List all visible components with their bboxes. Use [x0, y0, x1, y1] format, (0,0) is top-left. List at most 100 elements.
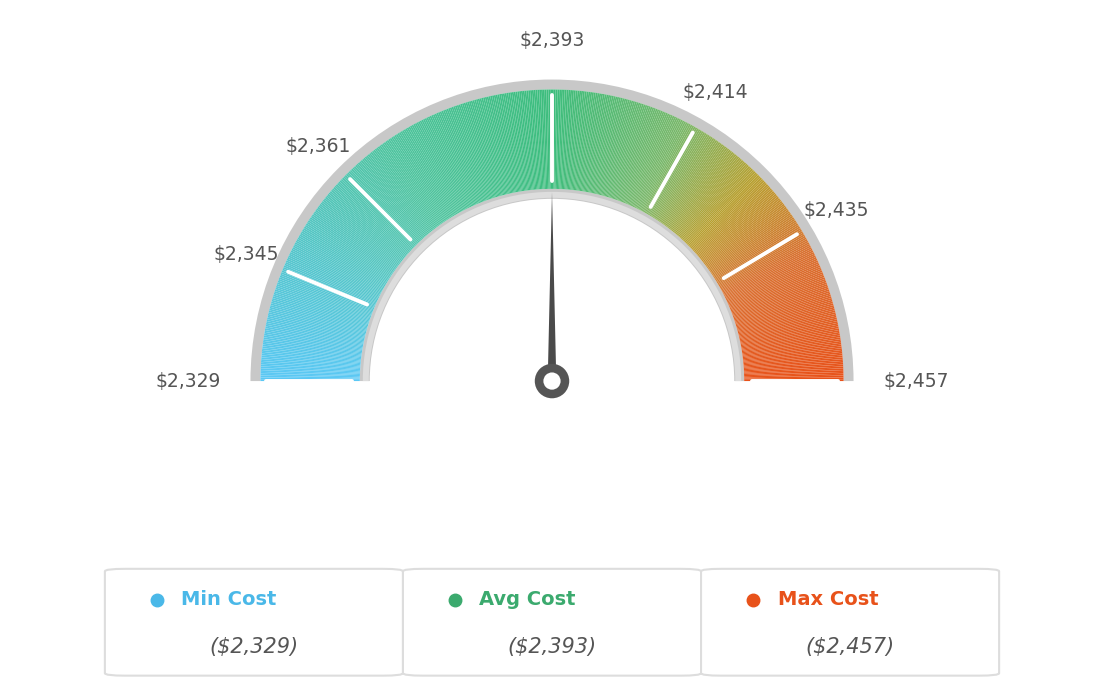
Wedge shape	[715, 228, 802, 281]
Wedge shape	[583, 93, 602, 192]
Wedge shape	[401, 131, 453, 217]
Wedge shape	[492, 95, 513, 193]
Wedge shape	[590, 95, 611, 193]
Wedge shape	[669, 150, 731, 229]
Wedge shape	[283, 267, 375, 307]
Wedge shape	[319, 204, 400, 265]
Wedge shape	[262, 355, 361, 366]
Wedge shape	[279, 275, 373, 313]
Wedge shape	[284, 265, 375, 306]
Wedge shape	[358, 162, 425, 237]
Wedge shape	[742, 334, 840, 351]
Wedge shape	[726, 260, 818, 302]
Wedge shape	[733, 284, 828, 318]
Wedge shape	[383, 142, 442, 224]
Wedge shape	[630, 115, 672, 206]
Wedge shape	[314, 211, 396, 270]
Wedge shape	[308, 220, 392, 276]
Wedge shape	[587, 95, 606, 193]
Wedge shape	[300, 233, 386, 284]
Wedge shape	[404, 129, 455, 216]
Wedge shape	[634, 117, 678, 208]
Wedge shape	[734, 288, 829, 321]
Wedge shape	[405, 128, 456, 215]
Wedge shape	[672, 154, 736, 233]
Wedge shape	[294, 244, 382, 292]
Wedge shape	[737, 307, 835, 333]
Wedge shape	[391, 137, 447, 221]
Wedge shape	[372, 150, 434, 230]
Wedge shape	[725, 255, 816, 299]
Wedge shape	[719, 236, 806, 286]
Wedge shape	[726, 257, 817, 300]
Wedge shape	[618, 108, 655, 201]
Wedge shape	[399, 132, 453, 217]
Wedge shape	[635, 118, 679, 208]
Wedge shape	[346, 174, 417, 245]
Wedge shape	[505, 93, 522, 191]
Wedge shape	[552, 90, 554, 189]
Wedge shape	[287, 259, 378, 302]
Wedge shape	[567, 90, 577, 190]
Wedge shape	[682, 166, 751, 240]
Wedge shape	[277, 281, 372, 316]
Wedge shape	[574, 91, 586, 190]
Wedge shape	[322, 199, 402, 262]
Wedge shape	[422, 119, 467, 209]
Wedge shape	[278, 279, 372, 315]
Wedge shape	[744, 377, 843, 380]
Wedge shape	[364, 157, 429, 234]
Wedge shape	[297, 237, 385, 288]
Wedge shape	[481, 98, 507, 195]
Wedge shape	[273, 296, 368, 326]
Wedge shape	[310, 217, 393, 274]
Wedge shape	[730, 270, 822, 309]
Wedge shape	[263, 341, 362, 356]
Wedge shape	[644, 125, 692, 213]
Wedge shape	[457, 105, 490, 199]
Wedge shape	[311, 214, 394, 272]
Wedge shape	[280, 274, 373, 311]
Wedge shape	[732, 281, 827, 316]
Wedge shape	[716, 231, 803, 283]
Wedge shape	[549, 90, 551, 189]
Wedge shape	[290, 250, 380, 296]
Wedge shape	[677, 160, 743, 236]
Wedge shape	[546, 90, 550, 189]
Wedge shape	[575, 92, 588, 190]
Wedge shape	[261, 363, 360, 371]
Wedge shape	[623, 110, 661, 203]
Wedge shape	[376, 148, 437, 228]
Wedge shape	[673, 155, 737, 233]
Wedge shape	[305, 225, 390, 279]
Wedge shape	[333, 187, 408, 254]
Wedge shape	[425, 118, 469, 208]
Wedge shape	[724, 250, 814, 296]
Wedge shape	[530, 90, 539, 190]
Wedge shape	[682, 167, 752, 241]
Wedge shape	[625, 111, 665, 204]
Wedge shape	[543, 90, 548, 189]
Wedge shape	[694, 186, 769, 253]
Wedge shape	[329, 193, 405, 257]
Wedge shape	[742, 335, 840, 352]
Wedge shape	[251, 79, 853, 381]
Wedge shape	[735, 291, 830, 323]
Wedge shape	[739, 312, 836, 337]
Wedge shape	[730, 268, 821, 308]
Wedge shape	[744, 368, 843, 374]
Wedge shape	[666, 146, 726, 227]
Wedge shape	[519, 91, 531, 190]
FancyBboxPatch shape	[403, 569, 701, 676]
Wedge shape	[418, 121, 465, 210]
Wedge shape	[406, 128, 457, 215]
Wedge shape	[699, 193, 775, 257]
Wedge shape	[266, 321, 364, 343]
Wedge shape	[577, 92, 592, 190]
Wedge shape	[731, 275, 825, 313]
Wedge shape	[484, 97, 508, 195]
Wedge shape	[606, 101, 635, 197]
Wedge shape	[742, 341, 841, 356]
Wedge shape	[267, 319, 364, 342]
Wedge shape	[285, 264, 376, 305]
